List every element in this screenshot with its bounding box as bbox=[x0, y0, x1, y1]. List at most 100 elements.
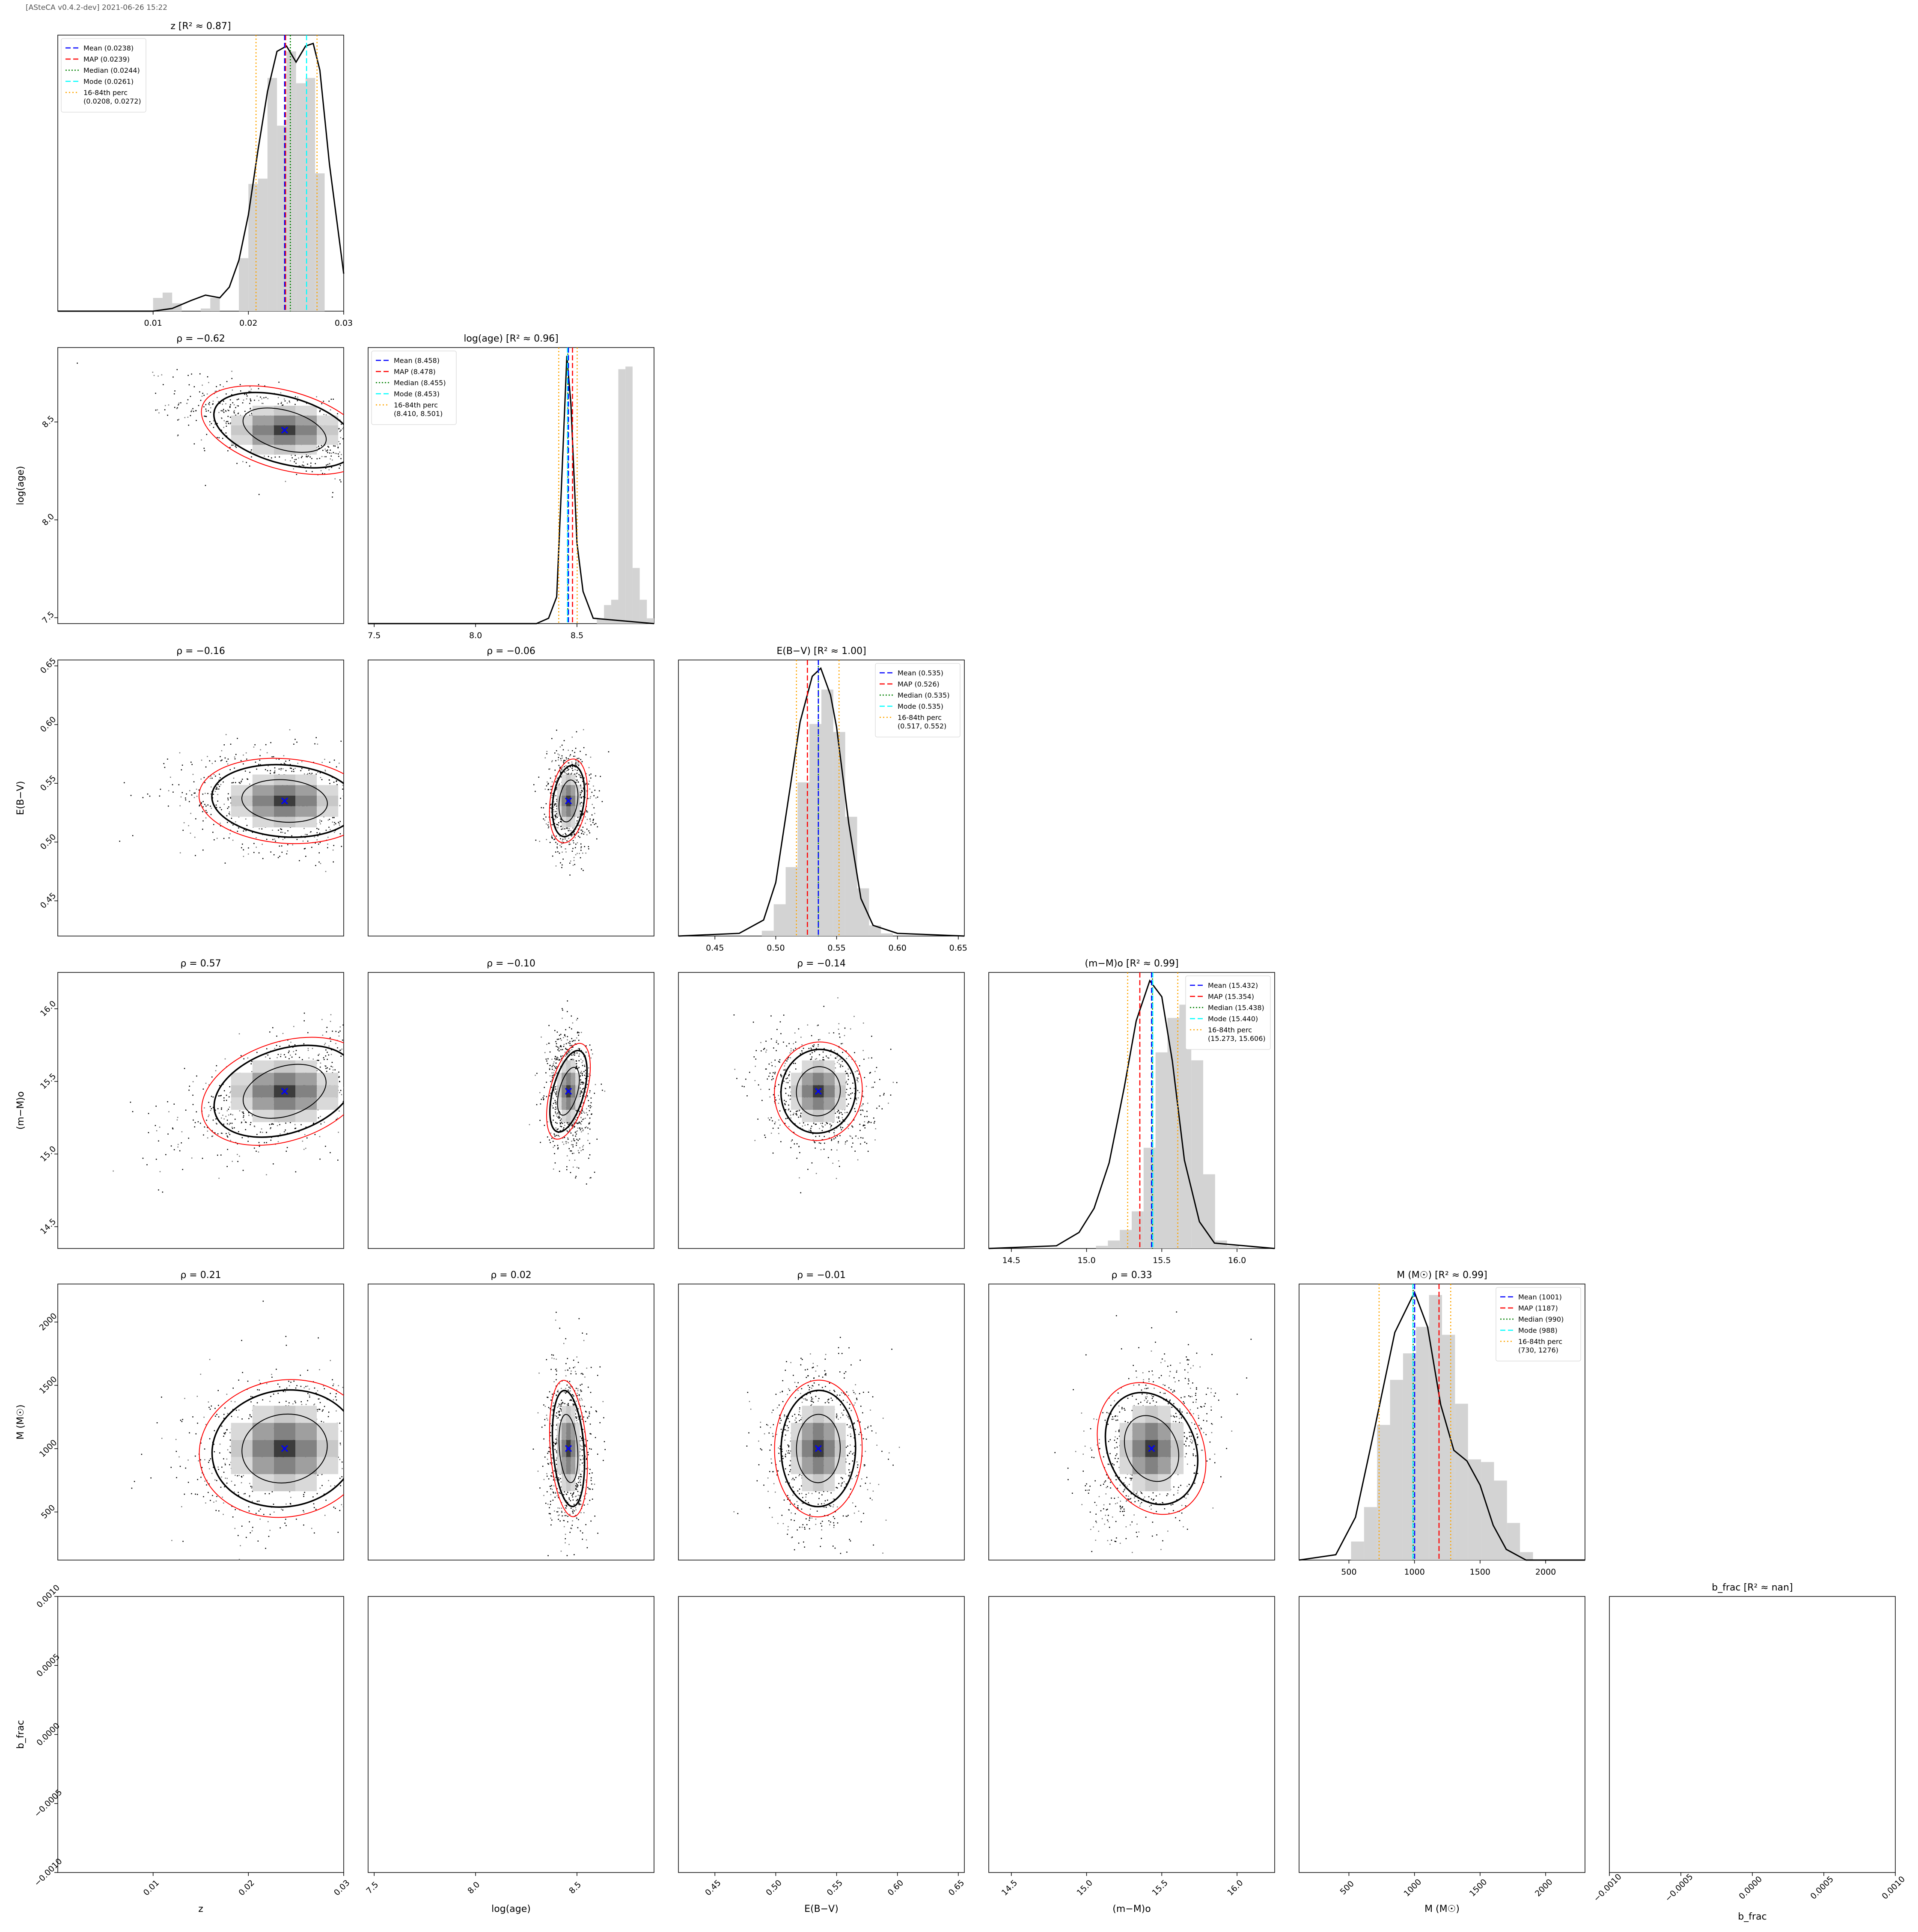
sample-point bbox=[577, 1117, 578, 1118]
sample-point bbox=[282, 768, 284, 770]
sample-point bbox=[243, 830, 244, 832]
density-contour bbox=[211, 764, 344, 838]
sample-point bbox=[555, 1067, 556, 1069]
sample-point bbox=[583, 1088, 584, 1089]
sample-point bbox=[584, 816, 586, 817]
sample-point bbox=[229, 1134, 231, 1135]
hist2d-cell bbox=[252, 445, 274, 455]
sample-point bbox=[577, 1140, 579, 1141]
sample-point bbox=[366, 1103, 367, 1104]
sample-point bbox=[148, 1113, 149, 1114]
sample-point bbox=[579, 824, 581, 826]
sample-point bbox=[223, 1118, 225, 1120]
sample-point bbox=[554, 1066, 556, 1067]
sample-point bbox=[577, 1018, 578, 1019]
sample-point bbox=[555, 1112, 556, 1113]
sample-point bbox=[319, 1158, 321, 1160]
sample-point bbox=[569, 862, 571, 864]
sample-point bbox=[351, 764, 352, 766]
sample-point bbox=[220, 777, 221, 779]
sample-point bbox=[588, 783, 589, 785]
sample-point bbox=[230, 1114, 232, 1115]
sample-point bbox=[353, 464, 354, 465]
sample-point bbox=[347, 1044, 348, 1045]
sample-point bbox=[556, 1096, 557, 1097]
sample-point bbox=[346, 1084, 348, 1085]
sample-point bbox=[246, 462, 247, 463]
sample-point bbox=[589, 797, 591, 799]
sample-point bbox=[582, 1110, 583, 1112]
sample-point bbox=[185, 1109, 187, 1111]
sample-point bbox=[580, 786, 582, 787]
sample-point bbox=[360, 1052, 361, 1053]
sample-point bbox=[572, 770, 574, 771]
sample-point bbox=[291, 835, 292, 837]
sample-point bbox=[306, 454, 307, 455]
sample-point bbox=[572, 1046, 574, 1048]
sample-point bbox=[324, 1044, 325, 1046]
sample-point bbox=[577, 1068, 579, 1069]
sample-point bbox=[277, 1141, 279, 1142]
sample-point bbox=[583, 788, 584, 789]
sample-point bbox=[565, 848, 566, 850]
sample-point bbox=[559, 770, 561, 772]
sample-point bbox=[318, 1060, 319, 1061]
sample-point bbox=[580, 1091, 582, 1092]
sample-point bbox=[577, 822, 578, 824]
sample-point bbox=[566, 1049, 568, 1050]
sample-point bbox=[247, 1137, 249, 1138]
sample-point bbox=[577, 1032, 578, 1034]
scatter-layer bbox=[733, 997, 898, 1194]
sample-point bbox=[556, 1058, 558, 1059]
sample-point bbox=[558, 759, 559, 761]
sample-point bbox=[850, 1088, 851, 1089]
sample-point bbox=[254, 399, 255, 401]
sample-point bbox=[303, 465, 304, 467]
density-contour-inner bbox=[242, 407, 327, 453]
sample-point bbox=[225, 422, 226, 424]
sample-point bbox=[572, 1124, 574, 1126]
mean-marker bbox=[565, 1088, 572, 1095]
sample-point bbox=[205, 404, 207, 405]
sample-point bbox=[362, 425, 363, 427]
legend-entry: Mode (988) bbox=[1518, 1326, 1558, 1335]
sample-point bbox=[589, 1122, 591, 1123]
sample-point bbox=[345, 1011, 347, 1012]
sample-point bbox=[185, 797, 186, 799]
hist2d-cell bbox=[295, 425, 317, 435]
mean-marker bbox=[281, 797, 288, 805]
sample-point bbox=[818, 1142, 820, 1144]
sample-point bbox=[562, 1017, 563, 1019]
hist-bar bbox=[1167, 1018, 1180, 1248]
sample-point bbox=[293, 1026, 294, 1027]
sample-point bbox=[575, 763, 576, 765]
legend-box bbox=[875, 663, 960, 737]
density-contour bbox=[213, 1044, 344, 1138]
sample-point bbox=[555, 1088, 556, 1090]
sample-point bbox=[273, 1124, 274, 1125]
sample-point bbox=[555, 1113, 556, 1115]
sample-point bbox=[250, 1063, 252, 1064]
sample-point bbox=[548, 822, 549, 823]
sample-point bbox=[295, 459, 297, 460]
sample-point bbox=[545, 803, 547, 805]
sample-point bbox=[210, 814, 212, 815]
sample-point bbox=[245, 1122, 247, 1123]
sample-point bbox=[256, 1052, 258, 1053]
sample-point bbox=[554, 1091, 555, 1093]
sample-point bbox=[276, 758, 277, 760]
sample-point bbox=[203, 1134, 204, 1136]
sample-point bbox=[578, 1040, 580, 1041]
sample-point bbox=[185, 799, 187, 801]
sample-point bbox=[324, 1059, 325, 1060]
sample-point bbox=[555, 1122, 556, 1123]
sample-point bbox=[547, 1121, 548, 1123]
sample-point bbox=[335, 1043, 336, 1044]
sample-point bbox=[570, 1059, 571, 1060]
sample-point bbox=[184, 417, 186, 418]
sample-point bbox=[362, 1067, 363, 1068]
sample-point bbox=[198, 405, 199, 406]
sample-point bbox=[274, 770, 276, 771]
sample-point bbox=[235, 446, 236, 447]
sample-point bbox=[353, 468, 354, 469]
